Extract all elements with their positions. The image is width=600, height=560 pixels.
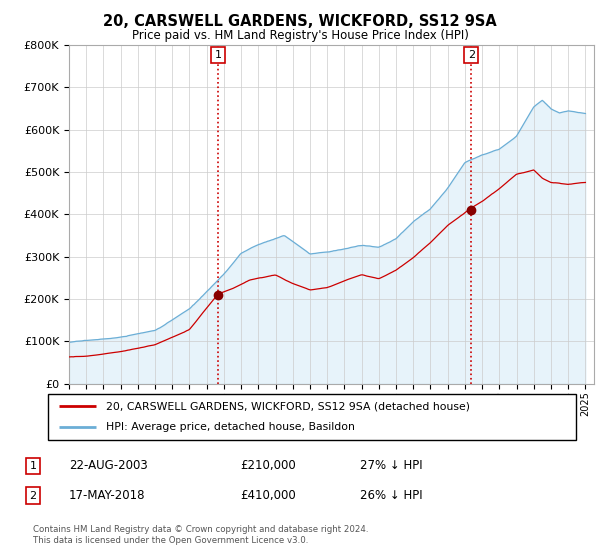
Text: Contains HM Land Registry data © Crown copyright and database right 2024.
This d: Contains HM Land Registry data © Crown c… bbox=[33, 525, 368, 545]
Text: 1: 1 bbox=[214, 50, 221, 60]
Text: 2: 2 bbox=[29, 491, 37, 501]
Text: Price paid vs. HM Land Registry's House Price Index (HPI): Price paid vs. HM Land Registry's House … bbox=[131, 29, 469, 42]
Text: 22-AUG-2003: 22-AUG-2003 bbox=[69, 459, 148, 473]
Text: £210,000: £210,000 bbox=[240, 459, 296, 473]
FancyBboxPatch shape bbox=[48, 394, 576, 440]
Text: 20, CARSWELL GARDENS, WICKFORD, SS12 9SA: 20, CARSWELL GARDENS, WICKFORD, SS12 9SA bbox=[103, 14, 497, 29]
Text: 17-MAY-2018: 17-MAY-2018 bbox=[69, 489, 146, 502]
Text: 2: 2 bbox=[468, 50, 475, 60]
Text: 1: 1 bbox=[29, 461, 37, 471]
Text: £410,000: £410,000 bbox=[240, 489, 296, 502]
Text: 26% ↓ HPI: 26% ↓ HPI bbox=[360, 489, 422, 502]
Text: 27% ↓ HPI: 27% ↓ HPI bbox=[360, 459, 422, 473]
Text: 20, CARSWELL GARDENS, WICKFORD, SS12 9SA (detached house): 20, CARSWELL GARDENS, WICKFORD, SS12 9SA… bbox=[106, 401, 470, 411]
Text: HPI: Average price, detached house, Basildon: HPI: Average price, detached house, Basi… bbox=[106, 422, 355, 432]
